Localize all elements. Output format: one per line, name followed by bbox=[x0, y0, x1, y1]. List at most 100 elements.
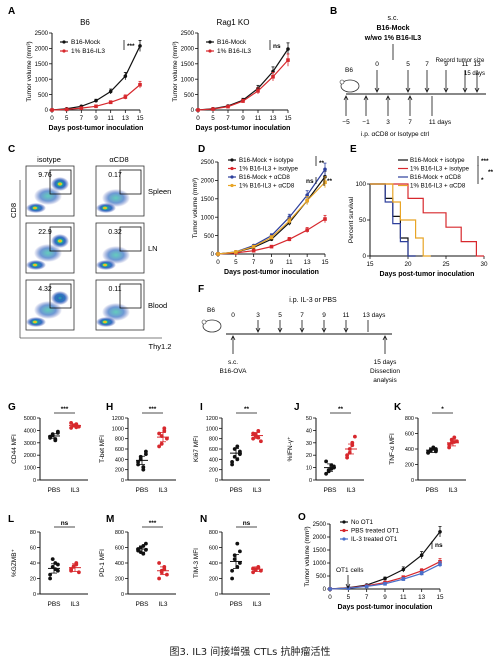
flow-gate bbox=[49, 226, 72, 252]
flow-cluster-core bbox=[31, 262, 39, 268]
y-tick-label: 40 bbox=[30, 561, 36, 567]
data-point bbox=[251, 248, 256, 253]
col-header-acd8: αCD8 bbox=[109, 155, 128, 164]
y-tick-label: 500 bbox=[184, 93, 195, 99]
legend-label: B16-Mock + isotype bbox=[410, 157, 465, 164]
y-tick-label: 800 bbox=[405, 416, 414, 422]
sig-label: ** bbox=[338, 406, 344, 413]
timeline-label: 0 bbox=[231, 312, 235, 319]
x-tick-label: PBS bbox=[47, 487, 61, 494]
y-axis-label: TNF-α MFI bbox=[389, 433, 396, 465]
data-point bbox=[324, 459, 328, 464]
data-point bbox=[241, 99, 245, 103]
data-point bbox=[447, 445, 451, 450]
sig-label: *** bbox=[61, 406, 69, 413]
y-axis-label: PD-1 MFI bbox=[99, 549, 106, 577]
data-point bbox=[438, 562, 442, 567]
y-tick-label: 1000 bbox=[112, 426, 124, 432]
y-tick-label: 0 bbox=[121, 592, 124, 598]
x-tick-label: 11 bbox=[400, 594, 407, 601]
y-tick-label: 20 bbox=[306, 453, 312, 459]
legend-label: No OT1 bbox=[351, 519, 374, 526]
flow-gate bbox=[49, 169, 72, 195]
flow-gate bbox=[119, 226, 142, 252]
legend-marker bbox=[208, 40, 212, 44]
sig-label: ns bbox=[273, 43, 281, 50]
legend-label: B16-Mock bbox=[71, 39, 101, 46]
survival-curve bbox=[370, 183, 484, 257]
y-tick-label: 1200 bbox=[206, 416, 218, 422]
y-tick-label: 0 bbox=[33, 592, 36, 598]
data-point bbox=[56, 429, 60, 434]
sig-label: ** bbox=[319, 160, 325, 167]
data-point bbox=[235, 541, 240, 546]
y-tick-label: 200 bbox=[405, 463, 414, 469]
y-tick-label: 1500 bbox=[181, 62, 195, 68]
y-tick-label: 400 bbox=[209, 561, 218, 567]
x-tick-label: 5 bbox=[347, 594, 351, 601]
data-point bbox=[108, 89, 113, 94]
data-point bbox=[94, 98, 98, 103]
record-label: Record tumor size bbox=[436, 58, 485, 64]
timeline-label: 3 bbox=[386, 119, 390, 126]
data-point bbox=[323, 167, 327, 172]
x-axis-label: Days post-tumor inoculation bbox=[380, 271, 475, 278]
mouse-ear-icon bbox=[339, 79, 345, 85]
data-point bbox=[144, 452, 148, 457]
y-tick-label: 400 bbox=[115, 457, 124, 463]
data-point bbox=[259, 439, 263, 444]
data-point bbox=[238, 549, 242, 554]
x-tick-label: PBS bbox=[425, 487, 439, 494]
arrowhead-icon bbox=[462, 87, 468, 93]
x-tick-label: 7 bbox=[226, 115, 230, 122]
y-tick-label: 600 bbox=[405, 432, 414, 438]
x-tick-label: IL3 bbox=[448, 487, 457, 494]
y-tick-label: 800 bbox=[115, 530, 124, 536]
y-tick-label: 100 bbox=[355, 181, 366, 188]
legend-label: PBS treated OT1 bbox=[351, 528, 399, 535]
timeline-label: 11 days bbox=[429, 119, 452, 126]
data-point bbox=[401, 567, 406, 572]
mouse-icon bbox=[202, 319, 222, 333]
y-tick-label: 0 bbox=[362, 253, 366, 260]
gate-percentage: 0.32 bbox=[108, 229, 122, 236]
y-tick-label: 2000 bbox=[24, 453, 36, 459]
timeline-label: −1 bbox=[362, 119, 370, 126]
panel-letter: H bbox=[106, 402, 113, 413]
flow-cytometry-grid: 9.76 0.17 Spleen 22.9 0.32 LN 4.32 0.11 Blood bbox=[25, 165, 171, 331]
arrowhead-icon bbox=[299, 327, 305, 333]
timeline-label: 13 bbox=[473, 61, 481, 68]
x-tick-label: PBS bbox=[47, 601, 61, 608]
data-point bbox=[48, 576, 52, 581]
data-point bbox=[123, 95, 128, 99]
panel-letter: B bbox=[330, 6, 337, 17]
timeline-label: 7 bbox=[408, 119, 412, 126]
sig-label: ns bbox=[243, 520, 251, 527]
data-point bbox=[234, 250, 238, 254]
gate-percentage: 9.76 bbox=[38, 172, 52, 179]
timeline-ticks: 0 3 5 7 9 11 13 days bbox=[230, 312, 388, 354]
data-point bbox=[305, 228, 309, 232]
y-tick-label: 400 bbox=[209, 457, 218, 463]
data-point bbox=[50, 108, 54, 112]
timeline-ticks: 0 5 7 9 11 13 15 days −5 −1 3 7 11 days bbox=[342, 44, 485, 126]
data-point bbox=[144, 547, 148, 552]
timeline-label: 5 bbox=[278, 312, 282, 319]
sig-label: ** bbox=[244, 406, 250, 413]
data-point bbox=[226, 104, 230, 109]
ip-label: i.p. αCD8 or Isotype ctrl bbox=[361, 131, 430, 138]
y-axis-label: Percent survival bbox=[348, 196, 355, 243]
legend-marker bbox=[342, 537, 346, 541]
legend-marker bbox=[230, 175, 234, 179]
sig-label: ns bbox=[435, 542, 443, 549]
x-tick-label: 25 bbox=[442, 261, 450, 268]
y-tick-label: 500 bbox=[38, 93, 49, 99]
y-tick-label: 1500 bbox=[313, 548, 327, 554]
data-point bbox=[94, 104, 98, 109]
y-tick-label: 400 bbox=[405, 447, 414, 453]
flow-cluster-core bbox=[101, 319, 109, 325]
flow-cluster-mid bbox=[34, 244, 62, 262]
flow-cluster-core bbox=[31, 205, 39, 211]
panel-letter: E bbox=[350, 144, 357, 155]
